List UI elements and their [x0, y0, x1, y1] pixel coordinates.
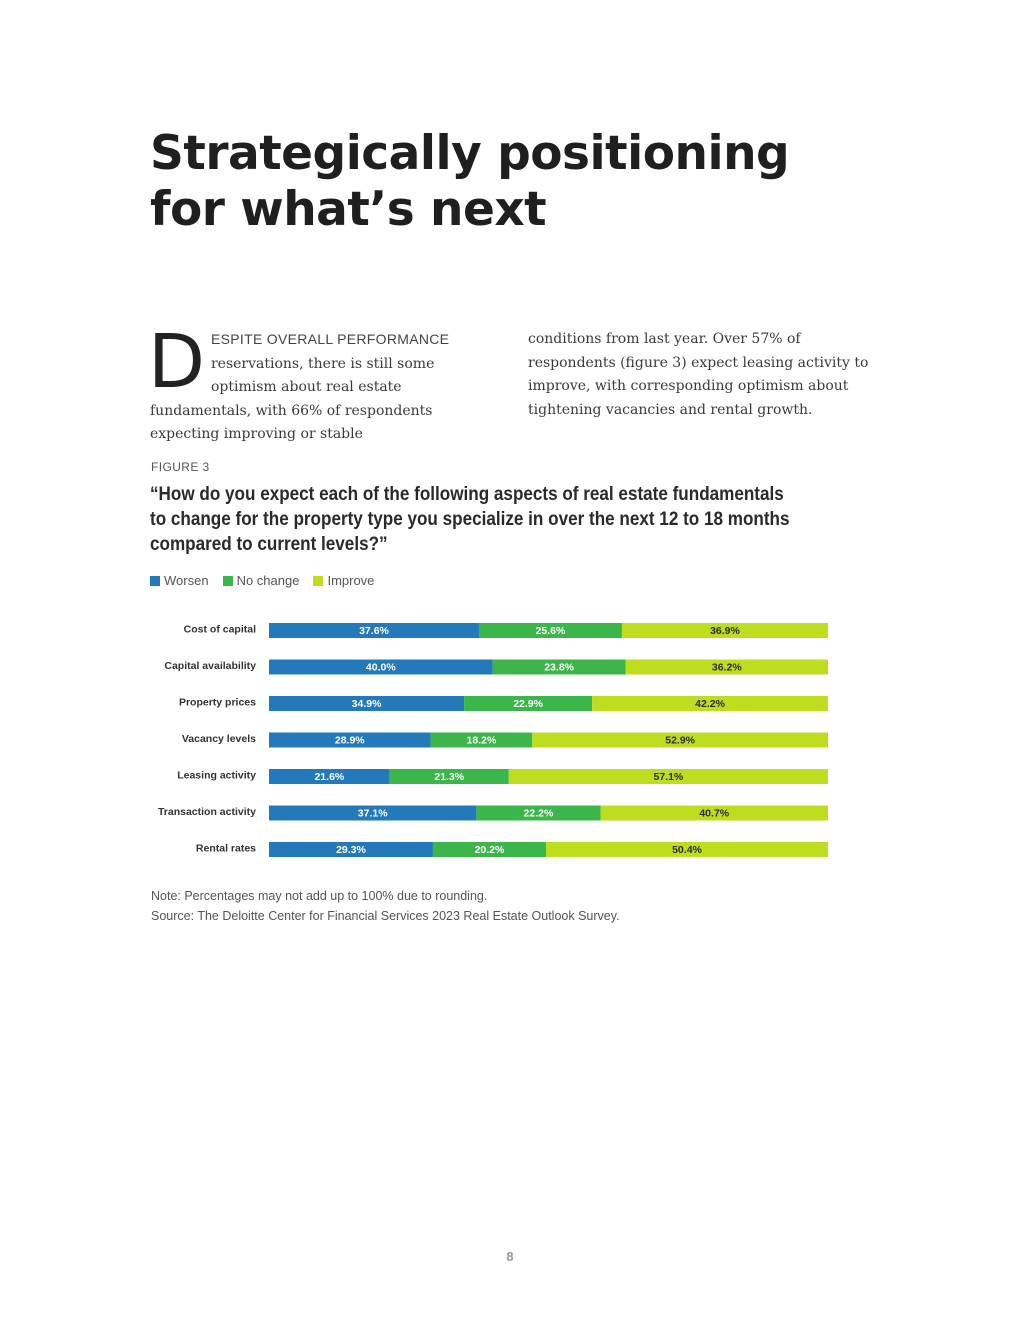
data-label-worsen-transaction-activity: 37.1%: [358, 807, 388, 819]
bar-worsen-transaction-activity: [269, 805, 477, 821]
body-text-2: conditions from last year. Over 57% of r…: [528, 331, 869, 418]
data-label-no-change-property-prices: 22.9%: [513, 698, 543, 710]
category-label-capital-availability: Capital availability: [164, 660, 256, 672]
bar-improve-rental-rates: [545, 842, 828, 857]
bar-no-change-capital-availability: [492, 659, 626, 675]
data-label-worsen-leasing-activity: 21.6%: [314, 771, 344, 783]
chart-legend: Worsen No change Improve: [150, 573, 374, 588]
data-label-worsen-cost-of-capital: 37.6%: [359, 625, 389, 637]
data-label-improve-leasing-activity: 57.1%: [654, 771, 684, 783]
category-label-leasing-activity: Leasing activity: [177, 769, 256, 781]
bar-worsen-vacancy-levels: [269, 732, 431, 748]
category-label-rental-rates: Rental rates: [196, 842, 256, 854]
legend-label-worsen: Worsen: [164, 573, 209, 588]
page-title: Strategically positioning for what’s nex…: [150, 126, 850, 238]
title-line-1: Strategically positioning: [150, 126, 790, 181]
bar-improve-transaction-activity: [600, 805, 828, 821]
legend-label-improve: Improve: [327, 573, 375, 588]
body-column-2: conditions from last year. Over 57% of r…: [528, 328, 873, 422]
category-label-cost-of-capital: Cost of capital: [184, 623, 256, 635]
data-label-improve-transaction-activity: 40.7%: [699, 807, 729, 819]
data-label-no-change-vacancy-levels: 18.2%: [467, 734, 497, 746]
data-label-improve-rental-rates: 50.4%: [672, 844, 702, 856]
data-label-no-change-cost-of-capital: 25.6%: [536, 625, 566, 637]
bar-improve-leasing-activity: [508, 769, 828, 784]
data-label-improve-property-prices: 42.2%: [695, 698, 725, 710]
data-label-worsen-property-prices: 34.9%: [352, 698, 382, 710]
legend-item-improve: Improve: [313, 573, 374, 588]
category-label-vacancy-levels: Vacancy levels: [182, 733, 256, 745]
legend-item-no-change: No change: [222, 573, 300, 588]
figure-note: Note: Percentages may not add up to 100%…: [151, 889, 488, 903]
data-label-improve-capital-availability: 36.2%: [712, 661, 742, 673]
category-label-transaction-activity: Transaction activity: [158, 806, 256, 818]
data-label-no-change-leasing-activity: 21.3%: [434, 771, 464, 783]
bar-worsen-leasing-activity: [269, 769, 390, 784]
legend-item-worsen: Worsen: [150, 573, 209, 588]
bar-worsen-rental-rates: [269, 842, 433, 857]
figure-label: FIGURE 3: [151, 460, 210, 474]
figure-question: “How do you expect each of the following…: [150, 484, 790, 555]
bar-no-change-vacancy-levels: [430, 732, 533, 748]
page-number: 8: [506, 1249, 514, 1264]
title-line-2: for what’s next: [150, 182, 547, 237]
legend-swatch-improve: [313, 575, 324, 586]
bar-improve-vacancy-levels: [532, 732, 828, 748]
body-text-1: reservations, there is still some optimi…: [150, 355, 435, 443]
figure-source: Source: The Deloitte Center for Financia…: [151, 909, 620, 923]
category-label-property-prices: Property prices: [179, 696, 256, 708]
data-label-improve-vacancy-levels: 52.9%: [665, 734, 695, 746]
data-label-worsen-rental-rates: 29.3%: [336, 844, 366, 856]
drop-cap: D: [148, 319, 205, 405]
legend-swatch-worsen: [150, 575, 160, 586]
bar-improve-property-prices: [592, 696, 828, 711]
bar-worsen-property-prices: [269, 696, 465, 711]
bar-no-change-cost-of-capital: [478, 623, 622, 638]
lead-in-text: ESPITE OVERALL PERFORMANCE: [210, 331, 450, 347]
bar-no-change-transaction-activity: [476, 805, 601, 821]
bar-worsen-capital-availability: [269, 659, 493, 675]
legend-swatch-no-change: [222, 575, 233, 586]
stacked-bar-chart: Cost of capital 37.6% 25.6% 36.9% Capital av…: [158, 623, 828, 857]
bar-worsen-cost-of-capital: [269, 623, 479, 638]
figure-notes: Note: Percentages may not add up to 100%…: [151, 886, 620, 926]
data-label-improve-cost-of-capital: 36.9%: [710, 625, 740, 637]
bar-no-change-property-prices: [464, 696, 593, 711]
body-column-1: D ESPITE OVERALL PERFORMANCE reservation…: [148, 319, 495, 447]
bar-improve-cost-of-capital: [621, 623, 828, 638]
bar-no-change-rental-rates: [432, 842, 546, 857]
bar-improve-capital-availability: [625, 659, 828, 675]
data-label-no-change-capital-availability: 23.8%: [544, 661, 574, 673]
data-label-no-change-transaction-activity: 22.2%: [524, 807, 554, 819]
data-label-worsen-capital-availability: 40.0%: [366, 661, 396, 673]
bar-no-change-leasing-activity: [389, 769, 509, 784]
legend-label-no-change: No change: [236, 573, 300, 588]
data-label-worsen-vacancy-levels: 28.9%: [335, 734, 365, 746]
data-label-no-change-rental-rates: 20.2%: [475, 844, 505, 856]
